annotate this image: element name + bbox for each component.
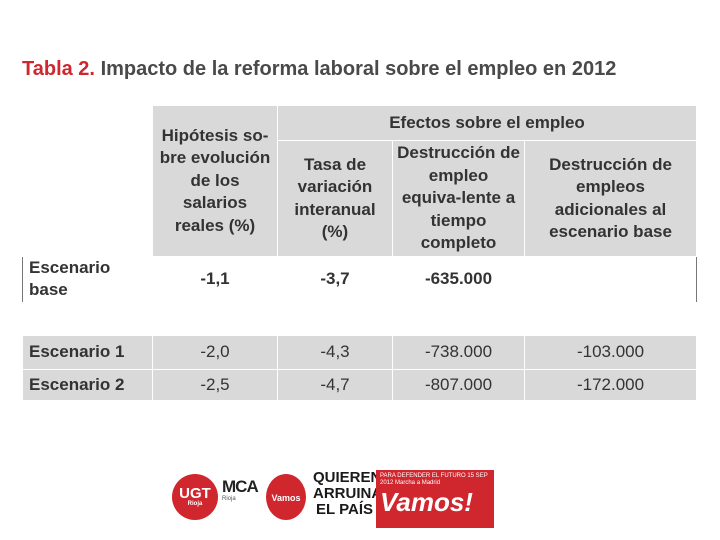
cell-s1-salary: -2,0 [152, 334, 278, 370]
table-title: Tabla 2. Impacto de la reforma laboral s… [22, 58, 616, 81]
cell-s1-fte: -738.000 [392, 334, 525, 370]
mca-logo-sub: Rioja [222, 496, 236, 502]
header-fte-destruction: Destrucción de empleo equiva-lente a tie… [392, 140, 525, 257]
header-rate: Tasa de variación interanual (%) [277, 140, 393, 257]
employment-impact-table: Hipótesis so-bre evolución de los salari… [21, 105, 698, 401]
row-label-scenario-2: Escenario 2 [22, 368, 153, 401]
cell-base-additional [523, 256, 698, 303]
header-salary-hypothesis: Hipótesis so-bre evolución de los salari… [152, 105, 278, 257]
empty-corner-cell [22, 105, 153, 257]
ugt-logo-sub: Rioja [187, 501, 203, 507]
vamos-banner: PARA DEFENDER EL FUTURO 15 SEP 2012 Marc… [376, 470, 494, 528]
vamos-banner-date: PARA DEFENDER EL FUTURO 15 SEP 2012 Marc… [380, 473, 488, 486]
header-additional-destruction: Destrucción de empleos adicionales al es… [523, 140, 698, 257]
vamos-banner-main: Vamos! [380, 487, 473, 517]
spacer-row [21, 301, 698, 336]
table-number: Tabla 2. [22, 58, 95, 80]
cell-s2-rate: -4,7 [277, 368, 393, 401]
ugt-logo-text: UGT [179, 485, 211, 502]
header-employment-effects: Efectos sobre el empleo [276, 105, 698, 141]
cell-s1-additional: -103.000 [523, 334, 698, 370]
quieren-arruinar-slogan: QUIEREN ARRUINAR EL PAÍS [313, 469, 393, 518]
cell-s1-rate: -4,3 [277, 334, 393, 370]
ugt-logo: UGT Rioja [172, 474, 218, 520]
table-title-text: Impacto de la reforma laboral sobre el e… [100, 58, 617, 80]
cell-base-fte: -635.000 [392, 256, 525, 303]
mca-logo-text: MCA [222, 477, 259, 496]
row-label-scenario-1: Escenario 1 [22, 334, 153, 370]
cell-base-salary: -1,1 [152, 256, 278, 303]
vamos-small-logo: Vamos [266, 474, 306, 520]
cell-s2-additional: -172.000 [523, 368, 698, 401]
cell-s2-salary: -2,5 [152, 368, 278, 401]
mca-logo: MCA Rioja [222, 477, 259, 503]
footer-logos: UGT Rioja MCA Rioja Vamos QUIEREN ARRUIN… [172, 468, 494, 532]
cell-s2-fte: -807.000 [392, 368, 525, 401]
row-label-base: Escenario base [22, 256, 153, 303]
cell-base-rate: -3,7 [277, 256, 393, 303]
